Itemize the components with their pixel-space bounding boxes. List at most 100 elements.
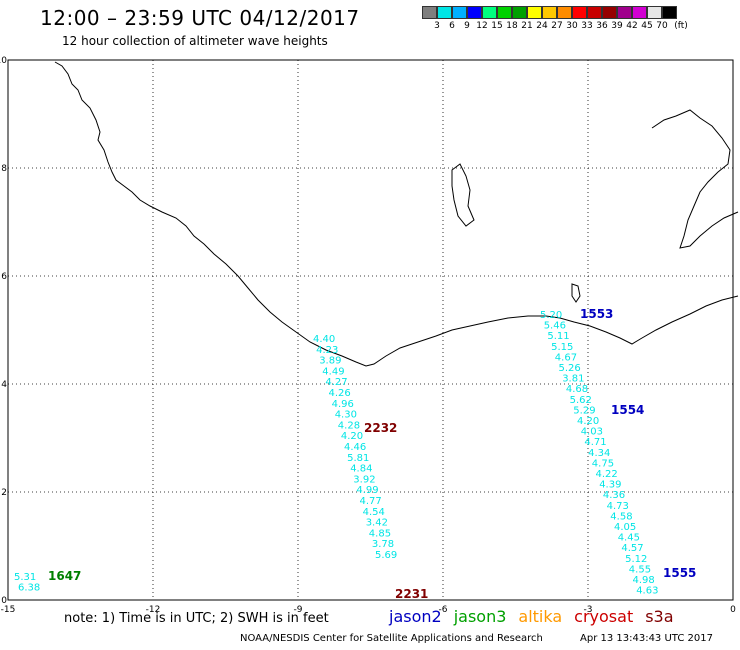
wave-height-value: 4.23 [316, 345, 338, 356]
wave-height-value: 5.20 [540, 310, 562, 321]
wave-height-value: 5.62 [570, 395, 592, 406]
colorbar-label: 27 [551, 21, 563, 31]
footnote: note: 1) Time is in UTC; 2) SWH is in fe… [64, 611, 329, 626]
colorbar-label: 18 [506, 21, 518, 31]
colorbar-label: 9 [464, 21, 470, 31]
wave-height-value: 5.46 [544, 321, 566, 332]
coastline-island-2 [651, 109, 739, 249]
wave-height-value: 4.22 [596, 469, 618, 480]
colorbar-label: 24 [536, 21, 548, 31]
x-tick-label: -6 [439, 605, 448, 615]
y-tick-label: 8 [1, 164, 7, 174]
wave-height-value: 4.75 [592, 458, 614, 469]
pass-time-label: 1555 [663, 566, 696, 580]
wave-height-value: 6.38 [18, 583, 40, 594]
wave-height-value: 4.39 [599, 480, 621, 491]
wave-height-value: 4.20 [577, 416, 599, 427]
gridlines [7, 59, 734, 601]
wave-height-value: 4.99 [356, 485, 378, 496]
colorbar-swatch [617, 6, 632, 19]
wave-height-value: 4.26 [329, 388, 351, 399]
wave-height-value: 5.29 [573, 405, 595, 416]
colorbar-swatch [467, 6, 482, 19]
colorbar-swatch [437, 6, 452, 19]
wave-height-value: 4.46 [344, 442, 366, 453]
wave-height-value: 4.45 [618, 533, 640, 544]
colorbar-swatch [512, 6, 527, 19]
wave-height-value: 5.81 [347, 453, 369, 464]
axis-labels: -15 -12 -9 -6 -3 0 0 2 4 6 8 10 [0, 56, 736, 615]
wave-height-value: 4.49 [322, 366, 344, 377]
wave-height-value: 4.58 [610, 511, 632, 522]
wave-height-value: 4.57 [621, 543, 643, 554]
wave-height-value: 4.27 [325, 377, 347, 388]
coastline-main [54, 61, 739, 367]
wave-height-value: 4.03 [581, 427, 603, 438]
map-subtitle: 12 hour collection of altimeter wave hei… [62, 34, 328, 48]
wave-height-value: 4.98 [633, 575, 655, 586]
colorbar-swatch [602, 6, 617, 19]
wave-height-value: 4.40 [313, 334, 335, 345]
wave-height-value: 5.15 [551, 342, 573, 353]
colorbar-swatch [557, 6, 572, 19]
colorbar-swatch [482, 6, 497, 19]
wave-height-value: 5.12 [625, 554, 647, 565]
wave-height-value: 5.69 [375, 550, 397, 561]
wave-height-value: 4.85 [369, 528, 391, 539]
wave-height-value: 3.89 [319, 356, 341, 367]
colorbar-swatch [497, 6, 512, 19]
wave-height-value: 3.42 [366, 518, 388, 529]
legend-jason3: jason3 [453, 607, 507, 626]
colorbar-label: 21 [521, 21, 533, 31]
x-tick-label: -15 [1, 605, 16, 615]
colorbar-label: 36 [596, 21, 608, 31]
colorbar-label: 70 [656, 21, 668, 31]
wave-height-value: 4.54 [363, 507, 385, 518]
wave-height-value: 4.63 [636, 586, 658, 597]
wave-height-value: 4.34 [588, 448, 610, 459]
colorbar-swatch [587, 6, 602, 19]
y-tick-label: 10 [0, 56, 7, 66]
colorbar-swatch [542, 6, 557, 19]
colorbar-label: 39 [611, 21, 623, 31]
colorbar-label: 15 [491, 21, 503, 31]
colorbar-label: 12 [476, 21, 488, 31]
legend-cryosat: cryosat [574, 607, 634, 626]
pass-time-label: 1647 [48, 569, 81, 583]
x-tick-label: -9 [294, 605, 303, 615]
wave-height-value: 4.28 [338, 420, 360, 431]
pass-time-label: 2231 [395, 587, 428, 601]
wave-height-value: 4.68 [566, 384, 588, 395]
wave-height-value: 3.92 [353, 474, 375, 485]
credit-text: NOAA/NESDIS Center for Satellite Applica… [240, 633, 543, 644]
wave-height-value: 4.55 [629, 564, 651, 575]
pass-time-label: 2232 [364, 421, 397, 435]
legend-altika: altika [518, 607, 563, 626]
y-tick-label: 6 [1, 272, 7, 282]
x-tick-label: -12 [146, 605, 161, 615]
pass-time-label: 1554 [611, 403, 644, 417]
wave-height-value: 4.71 [584, 437, 606, 448]
wave-height-value: 4.05 [614, 522, 636, 533]
colorbar-swatch [452, 6, 467, 19]
coastline-island-1 [451, 163, 475, 227]
coastline-island-3 [571, 283, 581, 303]
coastline [54, 61, 739, 367]
colorbar-label: 33 [581, 21, 593, 31]
wave-height-value: 3.78 [372, 539, 394, 550]
wave-height-value: 4.77 [360, 496, 382, 507]
wave-height-value: 4.20 [341, 431, 363, 442]
wave-height-value: 5.11 [547, 331, 569, 342]
colorbar-swatch [662, 6, 677, 19]
wave-height-value: 4.96 [332, 399, 354, 410]
y-tick-label: 0 [1, 596, 7, 606]
timestamp-text: Apr 13 13:43:43 UTC 2017 [580, 633, 713, 644]
wave-height-value: 5.26 [559, 363, 581, 374]
pass-time-label: 1553 [580, 307, 613, 321]
wave-height-value: 4.84 [350, 464, 372, 475]
legend-s3a: s3a [645, 607, 674, 626]
track-layer: 4.404.233.894.494.274.264.964.304.284.20… [14, 307, 696, 601]
colorbar-swatch [527, 6, 542, 19]
legend-jason2: jason2 [389, 607, 442, 626]
